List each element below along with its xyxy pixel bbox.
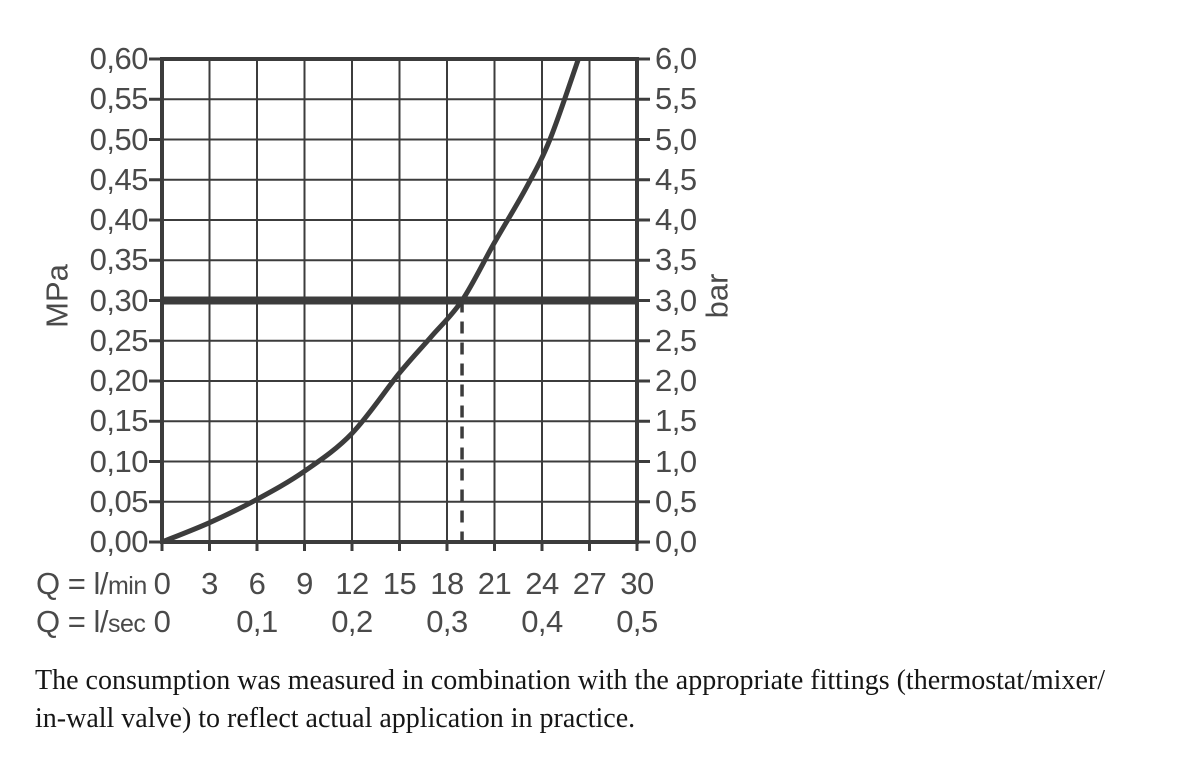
x-axis-lmin-tick-label: 12	[335, 566, 369, 601]
y-axis-left-tick-label: 0,10	[89, 443, 149, 479]
y-axis-right-tick-label: 2,0	[655, 363, 697, 398]
x-axis-row-label-lsec-prefix: Q = l/	[36, 604, 108, 639]
y-axis-right-unit-label: bar	[699, 273, 735, 319]
x-axis-lmin-tick-label: 3	[201, 566, 218, 601]
x-axis-lsec-tick-label: 0,5	[616, 604, 658, 639]
x-axis-lmin-tick-label: 6	[248, 566, 266, 601]
y-axis-left-tick-label: 0,20	[89, 363, 149, 398]
y-axis-right-tick-label: 3,5	[655, 242, 697, 278]
caption-line-2: in-wall valve) to reflect actual applica…	[35, 703, 636, 734]
y-axis-left-tick-label: 0,05	[89, 483, 149, 519]
y-axis-left-tick-label: 0,60	[89, 41, 149, 76]
x-axis-lmin-tick-label: 30	[620, 566, 654, 601]
x-axis-row-label-lsec-unit: sec	[107, 610, 146, 638]
y-axis-left-tick-label: 0,40	[89, 202, 149, 237]
x-axis-lsec-tick-label: 0,4	[521, 604, 563, 639]
x-axis-lsec-tick-label: 0,1	[236, 604, 278, 639]
x-axis-lsec-tick-label: 0	[153, 604, 171, 639]
y-axis-right-tick-label: 1,5	[655, 403, 697, 439]
y-axis-right-tick-label: 4,5	[655, 161, 697, 197]
x-axis-row-label-lmin-unit: min	[107, 572, 147, 600]
y-axis-right-tick-label: 0,5	[655, 483, 697, 519]
x-axis-lmin-tick-label: 27	[572, 566, 607, 601]
y-axis-right-tick-label: 5,5	[655, 81, 697, 117]
flow-pressure-curve	[162, 59, 581, 542]
y-axis-right-tick-label: 6,0	[655, 41, 697, 76]
x-axis-lmin-tick-label: 15	[382, 566, 417, 601]
y-axis-left-tick-label: 0,30	[89, 282, 149, 318]
y-axis-left-tick-label: 0,15	[89, 403, 149, 439]
x-axis-lmin-tick-label: 0	[153, 566, 171, 601]
caption-line-1: The consumption was measured in combinat…	[35, 665, 1105, 696]
x-axis-lsec-tick-label: 0,2	[331, 604, 373, 639]
x-axis-row-label-lsec: Q = l/sec	[36, 604, 146, 641]
y-axis-right-tick-label: 3,0	[655, 282, 697, 318]
y-axis-left-tick-label: 0,25	[89, 322, 149, 358]
y-axis-right-tick-label: 2,5	[655, 322, 697, 358]
x-axis-row-label-lmin-prefix: Q = l/	[36, 566, 108, 601]
x-axis-lmin-tick-label: 24	[525, 566, 559, 601]
y-axis-right-tick-label: 4,0	[655, 202, 697, 237]
y-axis-left-unit-label: MPa	[39, 264, 75, 328]
y-axis-left-tick-label: 0,00	[89, 524, 149, 559]
y-axis-left-tick-label: 0,50	[89, 121, 149, 157]
x-axis-lmin-tick-label: 18	[430, 566, 464, 601]
y-axis-left-tick-label: 0,35	[89, 242, 149, 278]
caption: The consumption was measured in combinat…	[35, 662, 1195, 738]
x-axis-lmin-tick-label: 21	[477, 566, 512, 601]
y-axis-right-tick-label: 1,0	[655, 443, 697, 479]
y-axis-left-tick-label: 0,45	[89, 161, 149, 197]
x-axis-lsec-tick-label: 0,3	[426, 604, 468, 639]
y-axis-right-tick-label: 5,0	[655, 121, 697, 157]
x-axis-lmin-tick-label: 9	[296, 566, 313, 601]
x-axis-row-label-lmin: Q = l/min	[36, 567, 147, 603]
y-axis-left-tick-label: 0,55	[89, 81, 149, 117]
y-axis-right-tick-label: 0,0	[655, 524, 697, 559]
